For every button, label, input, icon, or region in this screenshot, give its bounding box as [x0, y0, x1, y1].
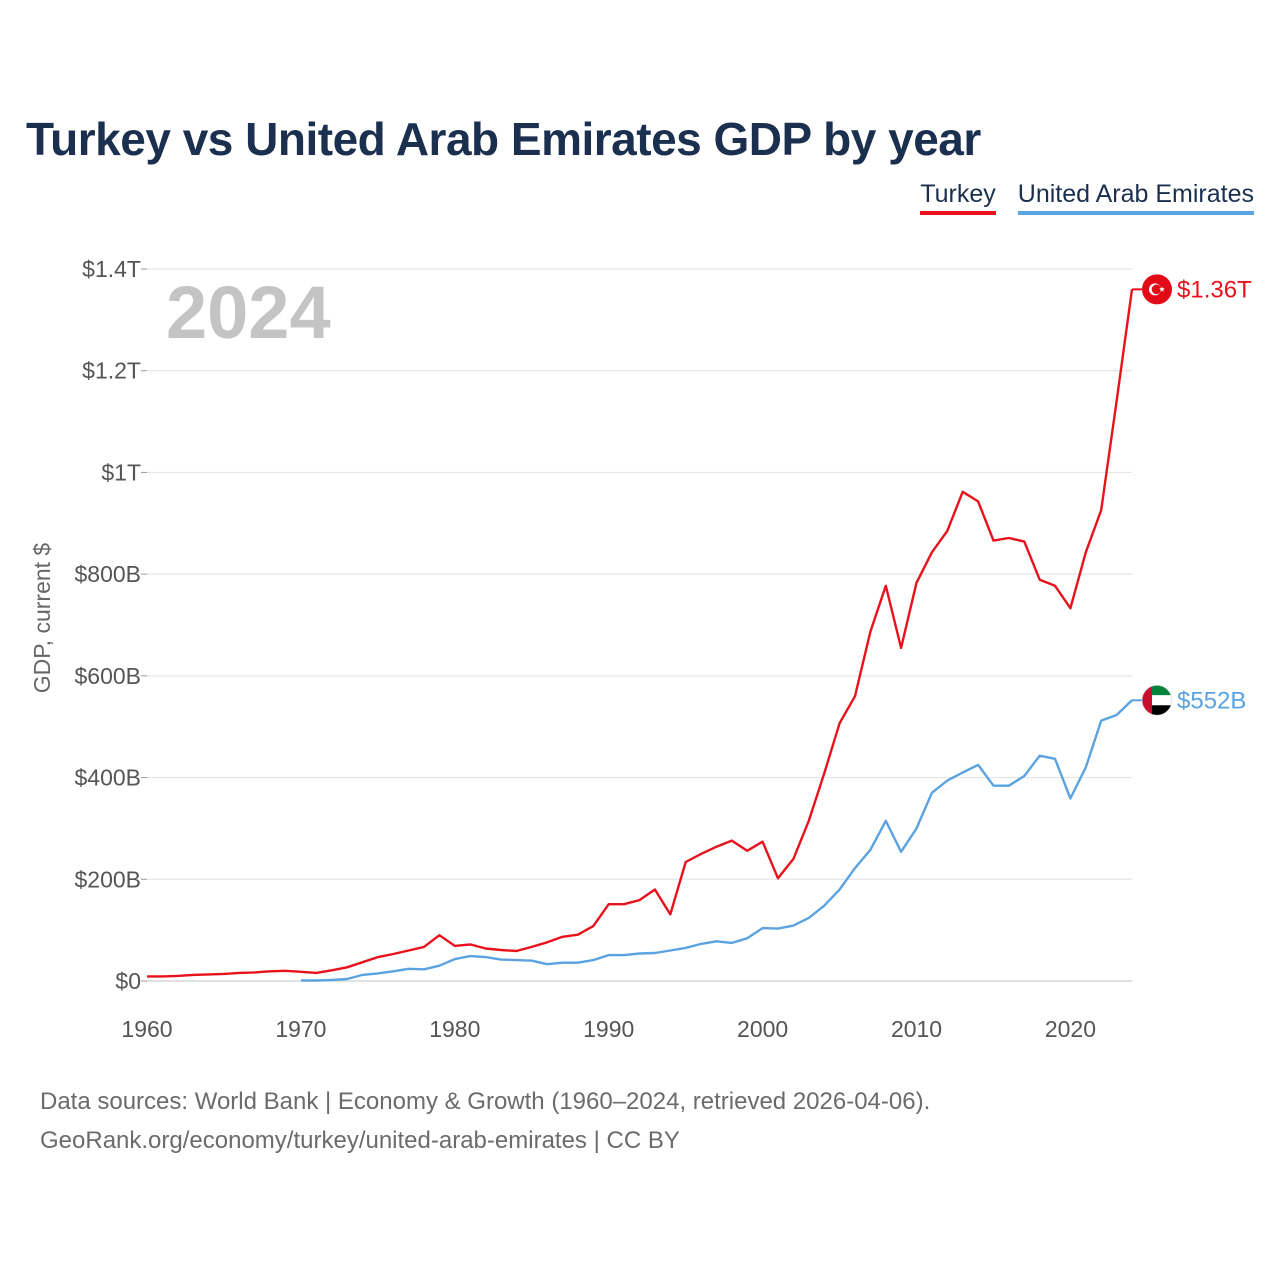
source-note: Data sources: World Bank | Economy & Gro…: [40, 1082, 930, 1160]
series-lines: [147, 289, 1134, 982]
y-axis-ticks: $0 $200B $400B $600B $800B $1T $1.2T $1.4T: [74, 256, 141, 994]
x-tick-label: 2020: [1045, 1016, 1096, 1042]
y-tick-label: $600B: [74, 663, 141, 689]
y-tick-label: $1.4T: [82, 256, 141, 282]
uae-flag-icon: [1141, 684, 1173, 716]
grid-lines: [141, 268, 1132, 982]
x-tick-label: 2000: [737, 1016, 788, 1042]
x-tick-label: 1970: [275, 1016, 326, 1042]
legend-item-turkey[interactable]: Turkey: [920, 180, 996, 215]
series-line-uae[interactable]: [300, 699, 1133, 982]
source-line-2[interactable]: GeoRank.org/economy/turkey/united-arab-e…: [40, 1127, 680, 1154]
series-end-markers: $1.36T $552B: [1132, 274, 1252, 716]
y-axis-label: GDP, current $: [29, 543, 55, 694]
source-line-1: Data sources: World Bank | Economy & Gro…: [40, 1088, 931, 1115]
x-tick-label: 1980: [429, 1016, 480, 1042]
end-value-label: $552B: [1177, 687, 1246, 714]
legend-item-uae[interactable]: United Arab Emirates: [1017, 180, 1254, 215]
chart-title: Turkey vs United Arab Emirates GDP by ye…: [26, 113, 981, 165]
turkey-flag-icon: [1142, 274, 1172, 305]
series-line-turkey[interactable]: [147, 289, 1134, 978]
current-year-label: 2024: [166, 271, 331, 354]
x-tick-label: 1990: [583, 1016, 634, 1042]
x-axis-ticks: 1960 1970 1980 1990 2000 2010 2020: [121, 1016, 1096, 1042]
y-tick-label: $1T: [101, 459, 141, 485]
y-tick-label: $400B: [74, 765, 141, 791]
legend: Turkey United Arab Emirates: [920, 180, 1254, 215]
end-value-label: $1.36T: [1177, 276, 1252, 303]
y-tick-label: $0: [115, 968, 141, 994]
x-tick-label: 1960: [121, 1016, 172, 1042]
y-tick-label: $200B: [74, 866, 141, 892]
x-tick-label: 2010: [891, 1016, 942, 1042]
y-tick-label: $800B: [74, 561, 141, 587]
line-chart: $0 $200B $400B $600B $800B $1T $1.2T $1.4T 1960…: [29, 256, 1252, 1042]
y-tick-label: $1.2T: [82, 358, 141, 384]
